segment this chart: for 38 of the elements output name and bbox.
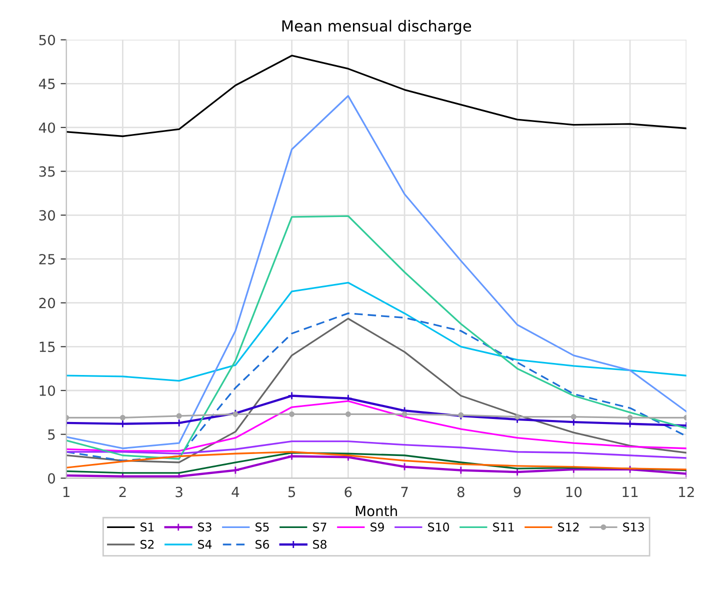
- x-tick-label: 9: [514, 486, 521, 498]
- y-tick-label: 35: [39, 166, 55, 177]
- x-tick-label: 7: [401, 486, 408, 498]
- legend-label: S1: [140, 522, 154, 532]
- x-tick-label: 4: [232, 486, 240, 498]
- x-tick-label: 6: [344, 486, 352, 498]
- legend-label: S13: [623, 522, 644, 532]
- y-tick-label: 0: [48, 473, 55, 484]
- legend-label: S9: [370, 522, 384, 532]
- legend-label: S2: [140, 540, 154, 549]
- legend-label: S4: [198, 540, 212, 549]
- y-tick-label: 15: [40, 342, 55, 352]
- legend-label: S12: [558, 522, 579, 532]
- legend-label: S10: [428, 522, 450, 532]
- x-tick-label: 5: [288, 486, 296, 498]
- x-tick-label: 12: [679, 486, 694, 498]
- legend-label: S7: [313, 522, 326, 532]
- y-tick-label: 30: [39, 210, 55, 221]
- y-tick-label: 10: [40, 385, 55, 396]
- x-tick-label: 3: [176, 486, 182, 498]
- legend-label: S6: [256, 540, 270, 549]
- y-tick-label: 50: [39, 34, 55, 46]
- x-tick-label: 1: [63, 486, 70, 498]
- chart-title: Mean mensual discharge: [282, 20, 472, 35]
- x-tick-label: 2: [119, 486, 126, 498]
- y-tick-label: 25: [39, 254, 55, 264]
- legend-label: S8: [313, 540, 326, 549]
- y-tick-label: 45: [38, 78, 55, 90]
- legend-label: S5: [256, 522, 269, 532]
- y-tick-label: 20: [39, 298, 55, 308]
- x-tick-label: 10: [566, 486, 582, 498]
- x-axis-title: Month: [356, 506, 397, 516]
- x-tick-label: 11: [622, 486, 638, 498]
- y-tick-label: 5: [48, 429, 55, 440]
- legend-label: S11: [493, 522, 514, 532]
- x-tick-label: 8: [457, 486, 464, 498]
- legend-label: S3: [198, 522, 212, 532]
- y-tick-label: 40: [38, 122, 55, 133]
